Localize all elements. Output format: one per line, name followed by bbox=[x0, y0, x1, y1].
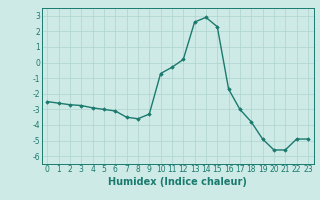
X-axis label: Humidex (Indice chaleur): Humidex (Indice chaleur) bbox=[108, 177, 247, 187]
